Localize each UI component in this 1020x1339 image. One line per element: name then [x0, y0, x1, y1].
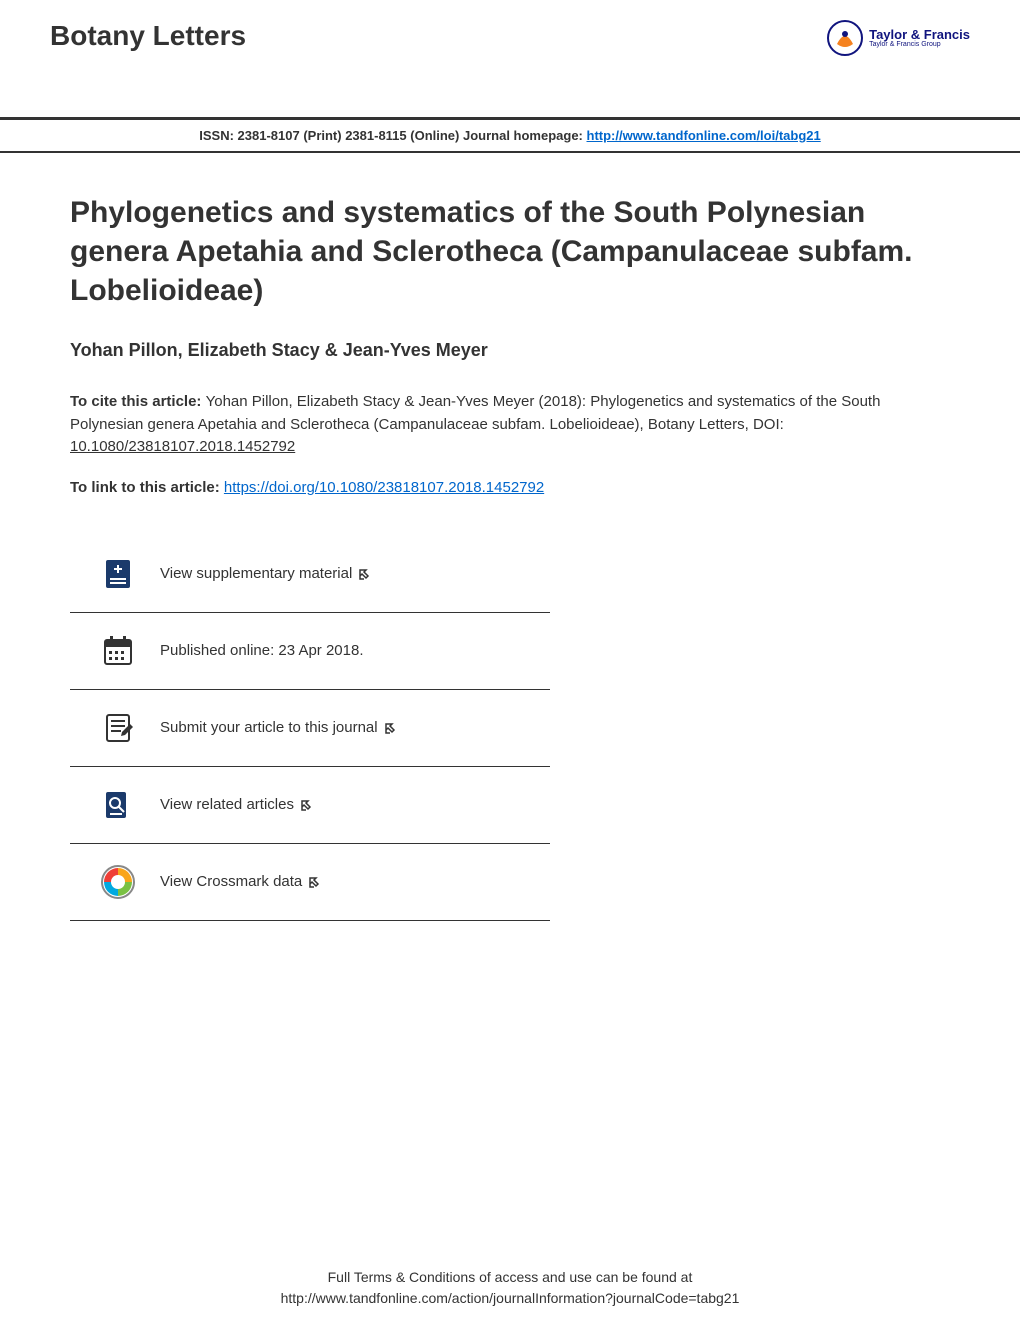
action-label: View related articles — [160, 796, 314, 813]
action-label-text: Submit your article to this journal — [160, 719, 378, 736]
external-link-icon — [358, 567, 372, 581]
supplement-icon — [100, 556, 136, 592]
action-label: Published online: 23 Apr 2018. — [160, 642, 364, 659]
article-title: Phylogenetics and systematics of the Sou… — [70, 193, 950, 310]
action-label: Submit your article to this journal — [160, 719, 398, 736]
link-label: To link to this article: — [70, 479, 224, 496]
footer-line2: http://www.tandfonline.com/action/journa… — [0, 1288, 1020, 1309]
action-label-text: View Crossmark data — [160, 873, 302, 890]
action-list: View supplementary material — [70, 536, 550, 921]
doi-link[interactable]: https://doi.org/10.1080/23818107.2018.14… — [224, 479, 544, 496]
taylor-francis-icon — [827, 20, 863, 56]
calendar-icon — [100, 633, 136, 669]
crossmark-icon — [100, 864, 136, 900]
related-icon — [100, 787, 136, 823]
action-label-text: View related articles — [160, 796, 294, 813]
external-link-icon — [384, 721, 398, 735]
external-link-icon — [308, 875, 322, 889]
publisher-text: Taylor & Francis Taylor & Francis Group — [869, 28, 970, 48]
main-content: Phylogenetics and systematics of the Sou… — [0, 153, 1020, 941]
footer: Full Terms & Conditions of access and us… — [0, 1267, 1020, 1309]
header-band: Botany Letters Taylor & Francis Taylor &… — [0, 0, 1020, 120]
publisher-logo: Taylor & Francis Taylor & Francis Group — [827, 20, 970, 56]
link-line: To link to this article: https://doi.org… — [70, 479, 950, 496]
footer-line1: Full Terms & Conditions of access and us… — [0, 1267, 1020, 1288]
action-label: View Crossmark data — [160, 873, 322, 890]
action-supplementary[interactable]: View supplementary material — [70, 536, 550, 613]
action-published: Published online: 23 Apr 2018. — [70, 613, 550, 690]
action-label: View supplementary material — [160, 565, 372, 582]
publisher-sub: Taylor & Francis Group — [869, 41, 970, 48]
citation-block: To cite this article: Yohan Pillon, Eliz… — [70, 391, 950, 459]
action-label-text: View supplementary material — [160, 565, 352, 582]
action-related[interactable]: View related articles — [70, 767, 550, 844]
action-label-text: Published online: 23 Apr 2018. — [160, 642, 364, 659]
journal-homepage-link[interactable]: http://www.tandfonline.com/loi/tabg21 — [587, 128, 821, 143]
citation-label: To cite this article: — [70, 393, 206, 410]
authors: Yohan Pillon, Elizabeth Stacy & Jean-Yve… — [70, 340, 950, 361]
external-link-icon — [300, 798, 314, 812]
action-crossmark[interactable]: View Crossmark data — [70, 844, 550, 921]
action-submit[interactable]: Submit your article to this journal — [70, 690, 550, 767]
submit-icon — [100, 710, 136, 746]
publisher-main: Taylor & Francis — [869, 28, 970, 41]
citation-doi-link[interactable]: 10.1080/23818107.2018.1452792 — [70, 438, 295, 455]
issn-text: ISSN: 2381-8107 (Print) 2381-8115 (Onlin… — [199, 128, 586, 143]
issn-band: ISSN: 2381-8107 (Print) 2381-8115 (Onlin… — [0, 120, 1020, 153]
